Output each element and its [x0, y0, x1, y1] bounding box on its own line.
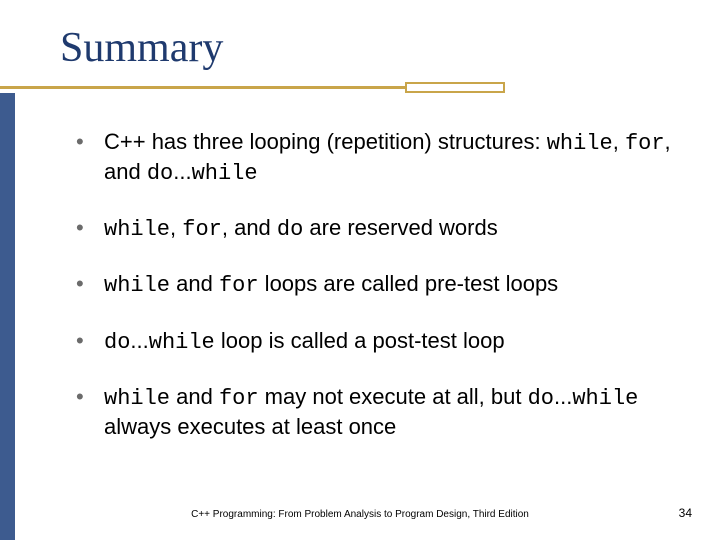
code: do — [528, 386, 554, 411]
text: , — [613, 129, 625, 154]
content-area: C++ has three looping (repetition) struc… — [76, 128, 680, 467]
text: ... — [554, 384, 572, 409]
text: loops are called pre-test loops — [259, 271, 559, 296]
text: always executes at least once — [104, 414, 396, 439]
title-rule-box — [405, 82, 505, 93]
code: for — [219, 273, 259, 298]
text: C++ has three looping (repetition) struc… — [104, 129, 547, 154]
code: while — [104, 217, 170, 242]
code: for — [219, 386, 259, 411]
code: while — [572, 386, 638, 411]
text: and — [170, 271, 219, 296]
code: while — [192, 161, 258, 186]
code: while — [104, 386, 170, 411]
code: do — [104, 330, 130, 355]
text: ... — [130, 328, 148, 353]
code: while — [547, 131, 613, 156]
title-rule — [0, 86, 405, 89]
slide-title: Summary — [60, 24, 223, 72]
code: do — [147, 161, 173, 186]
code: do — [277, 217, 303, 242]
code: while — [104, 273, 170, 298]
bullet-item: while and for loops are called pre-test … — [76, 270, 680, 300]
bullet-item: do...while loop is called a post-test lo… — [76, 327, 680, 357]
text: ... — [173, 159, 191, 184]
text: loop is called a post-test loop — [215, 328, 505, 353]
page-number: 34 — [679, 506, 692, 520]
left-sidebar — [0, 93, 15, 540]
text: are reserved words — [303, 215, 497, 240]
code: while — [149, 330, 215, 355]
text: may not execute at all, but — [259, 384, 528, 409]
bullet-list: C++ has three looping (repetition) struc… — [76, 128, 680, 441]
code: for — [182, 217, 222, 242]
text: , — [170, 215, 182, 240]
text: , and — [222, 215, 277, 240]
bullet-item: C++ has three looping (repetition) struc… — [76, 128, 680, 188]
text: and — [170, 384, 219, 409]
code: for — [625, 131, 665, 156]
bullet-item: while, for, and do are reserved words — [76, 214, 680, 244]
bullet-item: while and for may not execute at all, bu… — [76, 383, 680, 441]
footer-text: C++ Programming: From Problem Analysis t… — [0, 509, 720, 520]
